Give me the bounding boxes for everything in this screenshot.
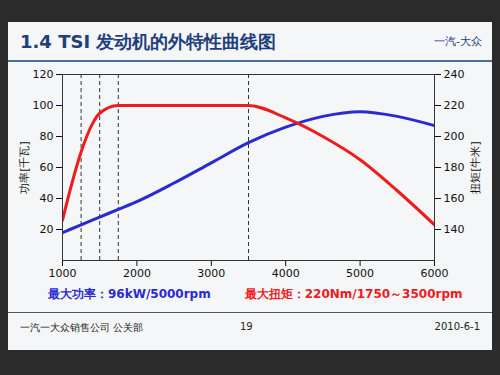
html-text:一汽一大众销售公司 公关部: 一汽一大众销售公司 公关部 [20, 322, 144, 333]
html-text:最大功率：96kW/5000rpm: 最大功率：96kW/5000rpm [48, 287, 211, 301]
html-text:19: 19 [240, 321, 253, 332]
svg-text:5000: 5000 [346, 267, 374, 280]
svg-text:3000: 3000 [197, 267, 225, 280]
svg-text:120: 120 [33, 68, 54, 81]
html-text:一汽-大众: 一汽-大众 [434, 35, 482, 48]
html-text:最大扭矩：220Nm/1750～3500rpm: 最大扭矩：220Nm/1750～3500rpm [244, 287, 463, 301]
svg-text:220: 220 [444, 99, 465, 112]
svg-text:6000: 6000 [421, 267, 449, 280]
html-text:1.4 TSI 发动机的外特性曲线图: 1.4 TSI 发动机的外特性曲线图 [20, 31, 277, 52]
svg-text:80: 80 [40, 130, 54, 143]
svg-text:40: 40 [40, 192, 54, 205]
svg-text:180: 180 [444, 161, 465, 174]
svg-text:2000: 2000 [123, 267, 151, 280]
svg-text:4000: 4000 [272, 267, 300, 280]
svg-text:240: 240 [444, 68, 465, 81]
svg-text:扭矩[牛米]: 扭矩[牛米] [469, 141, 482, 194]
svg-text:140: 140 [444, 223, 465, 236]
html-text:2010-6-1: 2010-6-1 [434, 321, 480, 332]
svg-text:100: 100 [33, 99, 54, 112]
svg-text:200: 200 [444, 130, 465, 143]
svg-text:60: 60 [40, 161, 54, 174]
svg-text:160: 160 [444, 192, 465, 205]
svg-text:20: 20 [40, 223, 54, 236]
svg-text:功率[千瓦]: 功率[千瓦] [18, 141, 31, 194]
svg-text:1000: 1000 [49, 267, 77, 280]
